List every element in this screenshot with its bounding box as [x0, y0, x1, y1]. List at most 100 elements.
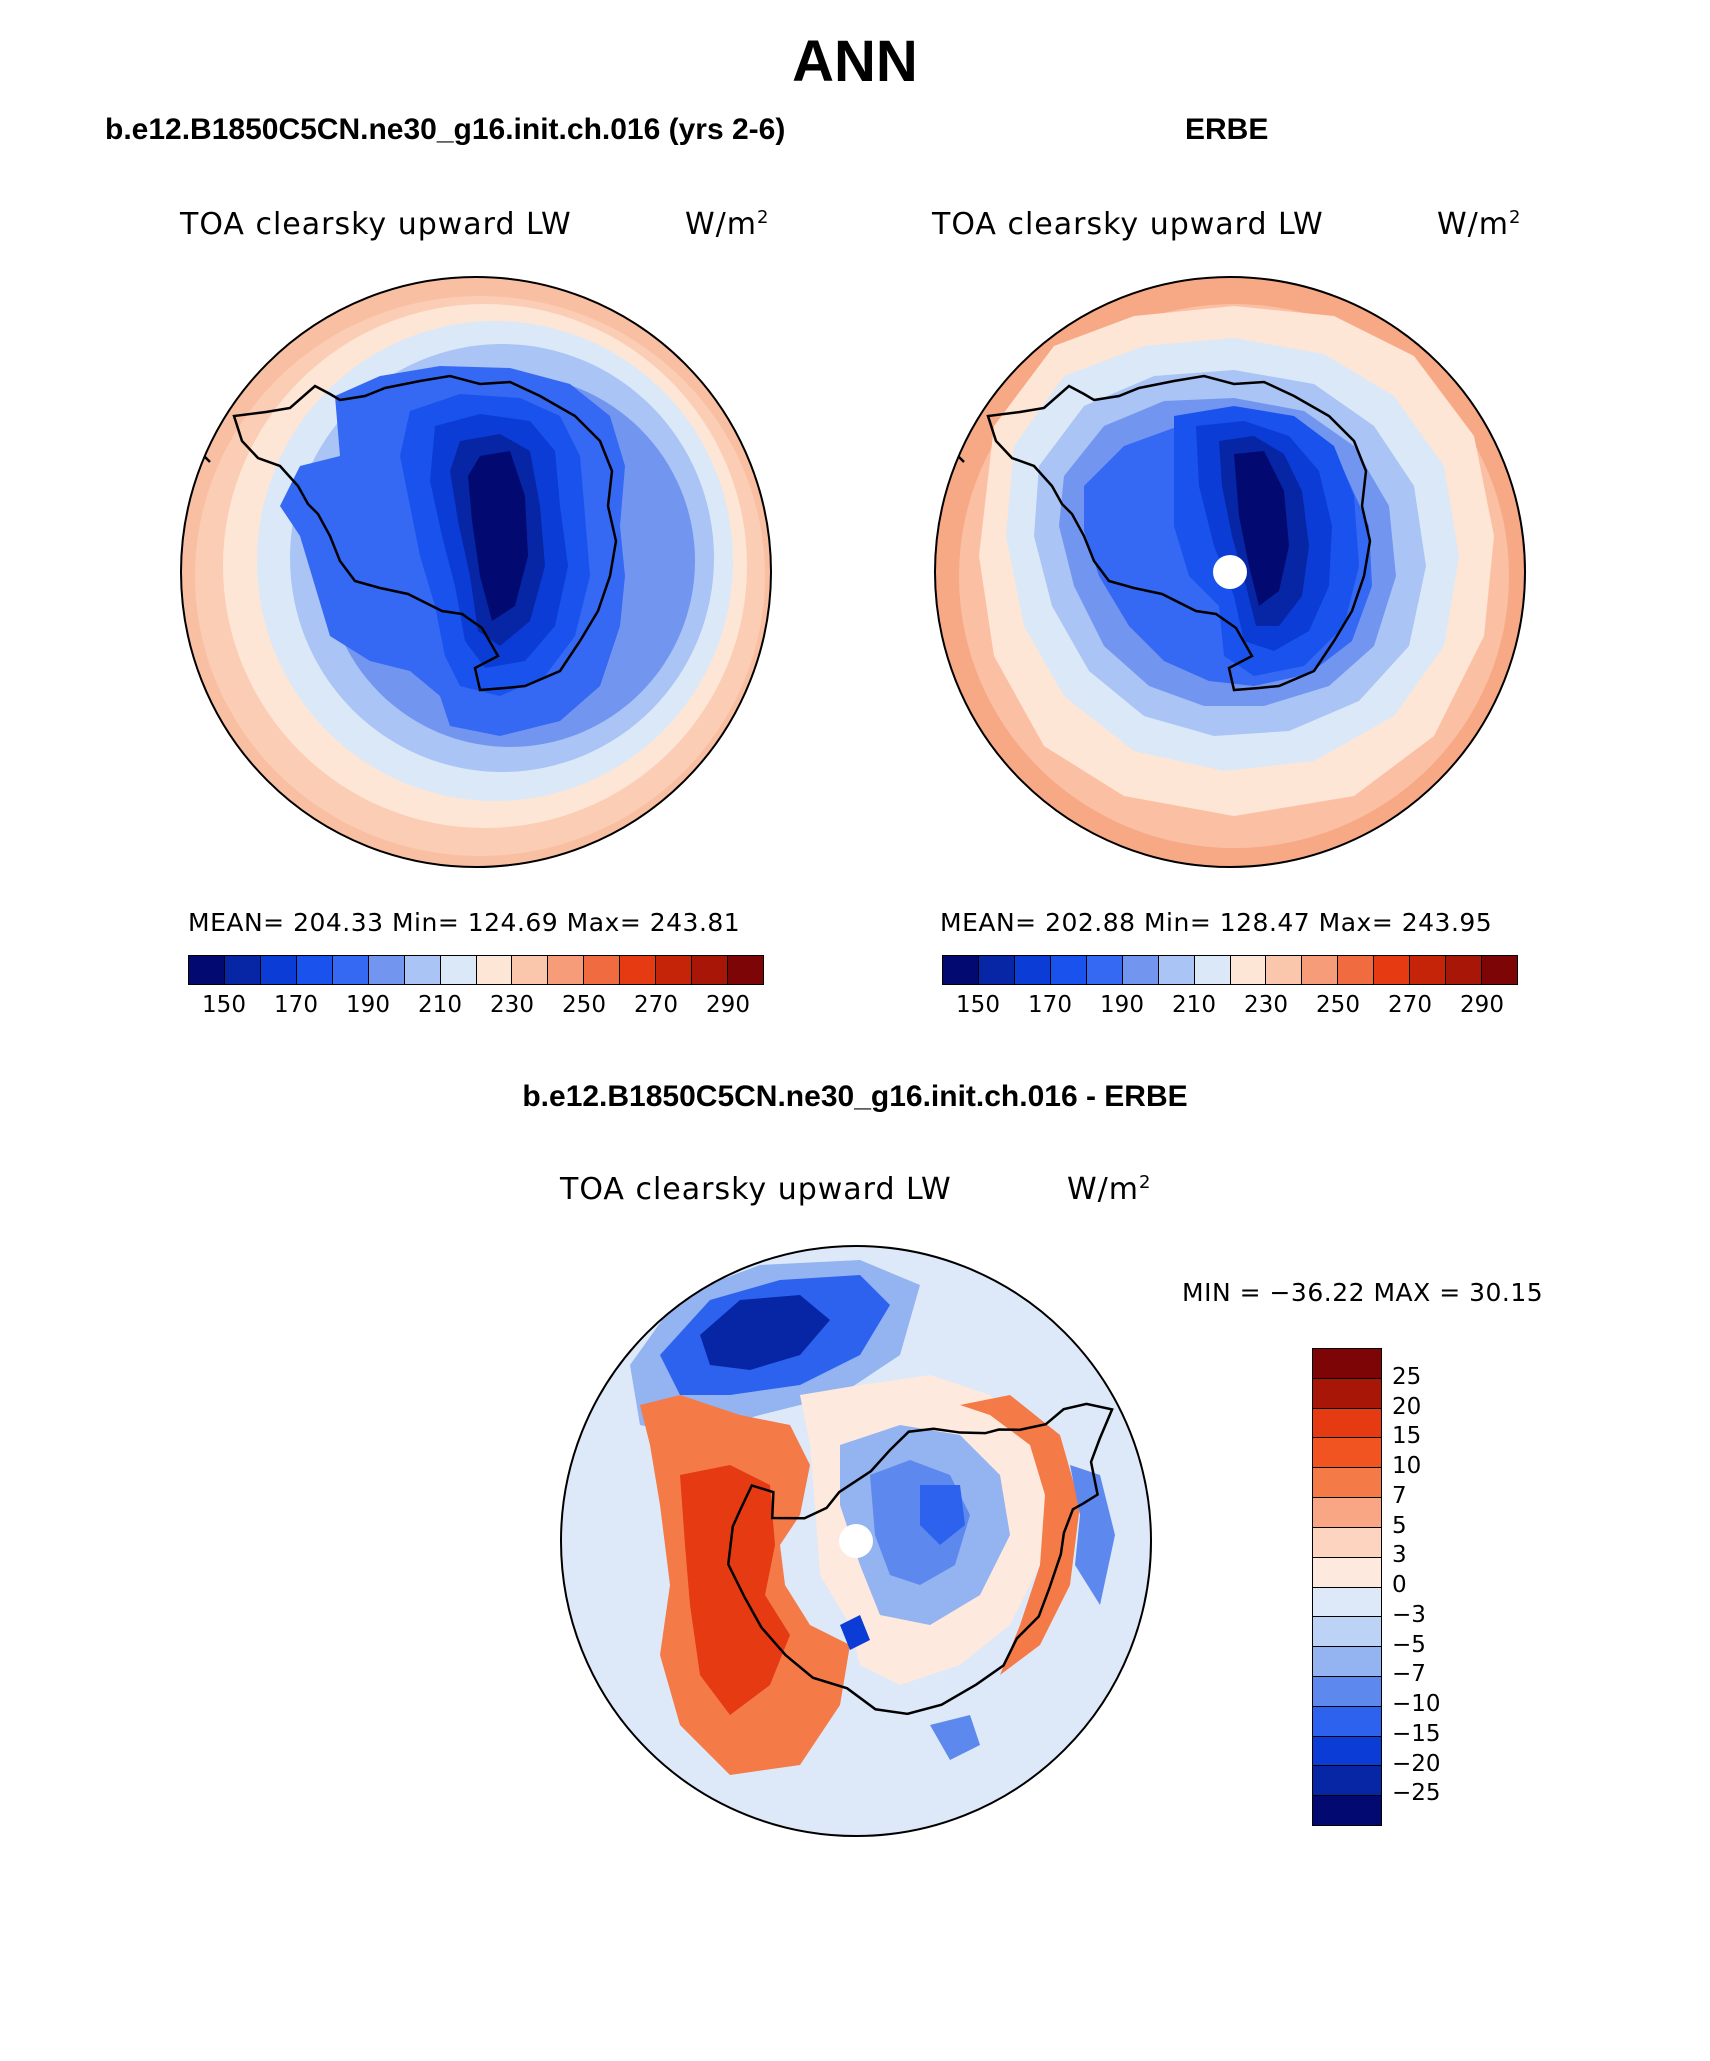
model-colorbar-swatch	[224, 956, 261, 984]
model-colorbar-swatch	[260, 956, 297, 984]
model-colorbar-tick-label: 290	[706, 992, 750, 1018]
model-variable-label: TOA clearsky upward LW	[180, 207, 572, 242]
obs-polar-map	[934, 276, 1526, 868]
model-colorbar-swatch	[512, 956, 549, 984]
obs-colorbar-swatch	[978, 956, 1015, 984]
obs-colorbar-swatch	[1446, 956, 1483, 984]
obs-colorbar-swatch	[1086, 956, 1123, 984]
model-colorbar-swatch	[656, 956, 693, 984]
model-colorbar-swatch	[728, 956, 763, 984]
obs-colorbar-swatch	[1194, 956, 1231, 984]
obs-stats: MEAN= 202.88 Min= 128.47 Max= 243.95	[940, 908, 1493, 937]
diff-colorbar-swatch	[1313, 1498, 1381, 1528]
obs-variable-label: TOA clearsky upward LW	[932, 207, 1324, 242]
obs-colorbar-tick-label: 190	[1100, 992, 1144, 1018]
obs-colorbar-tick-label: 250	[1316, 992, 1360, 1018]
model-polar-map	[180, 276, 772, 868]
model-colorbar-tick-label: 170	[274, 992, 318, 1018]
obs-colorbar-tick-label: 170	[1028, 992, 1072, 1018]
diff-colorbar-tick-label: 7	[1392, 1482, 1407, 1509]
diff-colorbar-swatch	[1313, 1617, 1381, 1648]
model-colorbar-tick-label: 250	[562, 992, 606, 1018]
obs-colorbar-swatch	[1374, 956, 1411, 984]
obs-colorbar-tick-label: 270	[1388, 992, 1432, 1018]
diff-colorbar-tick-label: −5	[1392, 1631, 1426, 1658]
obs-colorbar-swatch	[1410, 956, 1447, 984]
model-units-label: W/m2	[685, 207, 770, 242]
diff-polar-map	[560, 1245, 1152, 1837]
obs-colorbar-swatch	[1482, 956, 1517, 984]
model-colorbar-swatch	[692, 956, 729, 984]
model-stats: MEAN= 204.33 Min= 124.69 Max= 243.81	[188, 908, 741, 937]
diff-colorbar	[1312, 1348, 1382, 1826]
obs-colorbar-tick-label: 150	[956, 992, 1000, 1018]
diff-colorbar-tick-label: 20	[1392, 1393, 1422, 1420]
model-colorbar-swatch	[332, 956, 369, 984]
diff-colorbar-swatch	[1313, 1378, 1381, 1409]
diff-colorbar-swatch	[1313, 1468, 1381, 1499]
diff-colorbar-tick-label: 3	[1392, 1542, 1407, 1569]
model-colorbar-swatch	[584, 956, 621, 984]
obs-colorbar-swatch	[1122, 956, 1159, 984]
diff-colorbar-tick-label: 5	[1392, 1512, 1407, 1539]
obs-colorbar-swatch	[1014, 956, 1051, 984]
diff-colorbar-swatch	[1313, 1587, 1381, 1618]
page-title: ANN	[792, 29, 918, 94]
diff-colorbar-swatch	[1313, 1647, 1381, 1677]
diff-colorbar-ticks: 25 20 15 10 7 5 3 0 −3 −5 −7 −10 −15 −20 −25	[1392, 1348, 1512, 1824]
model-colorbar-swatch	[404, 956, 441, 984]
obs-colorbar-ticks: 150 170 190 210 230 250 270 290	[942, 992, 1518, 1022]
diff-colorbar-tick-label: −15	[1392, 1720, 1441, 1747]
model-colorbar	[188, 955, 764, 985]
obs-colorbar-swatch	[1230, 956, 1267, 984]
obs-case-title: ERBE	[1185, 113, 1269, 146]
diff-colorbar-swatch	[1313, 1557, 1381, 1588]
obs-colorbar-swatch	[943, 956, 979, 984]
model-colorbar-tick-label: 190	[346, 992, 390, 1018]
diff-colorbar-tick-label: −7	[1392, 1661, 1426, 1688]
model-colorbar-swatch	[189, 956, 225, 984]
model-colorbar-swatch	[620, 956, 657, 984]
diff-stats: MIN = −36.22 MAX = 30.15	[1182, 1278, 1544, 1307]
obs-units-label: W/m2	[1437, 207, 1522, 242]
diff-colorbar-tick-label: 0	[1392, 1572, 1407, 1598]
diff-colorbar-swatch	[1313, 1736, 1381, 1767]
diff-colorbar-tick-label: 15	[1392, 1423, 1422, 1450]
model-colorbar-tick-label: 150	[202, 992, 246, 1018]
model-colorbar-swatch	[548, 956, 585, 984]
model-colorbar-swatch	[440, 956, 477, 984]
obs-colorbar-swatch	[1158, 956, 1195, 984]
obs-colorbar-swatch	[1266, 956, 1303, 984]
diff-colorbar-swatch	[1313, 1349, 1381, 1379]
diff-colorbar-tick-label: 10	[1392, 1453, 1422, 1479]
obs-colorbar	[942, 955, 1518, 985]
diff-case-title: b.e12.B1850C5CN.ne30_g16.init.ch.016 - E…	[522, 1080, 1188, 1113]
obs-colorbar-swatch	[1050, 956, 1087, 984]
diff-colorbar-swatch	[1313, 1527, 1381, 1558]
obs-colorbar-tick-label: 290	[1460, 992, 1504, 1018]
obs-colorbar-tick-label: 230	[1244, 992, 1288, 1018]
model-colorbar-swatch	[476, 956, 513, 984]
diff-colorbar-tick-label: −25	[1392, 1780, 1441, 1807]
model-colorbar-tick-label: 210	[418, 992, 462, 1018]
obs-colorbar-swatch	[1338, 956, 1375, 984]
obs-colorbar-tick-label: 210	[1172, 992, 1216, 1018]
diff-colorbar-tick-label: 25	[1392, 1363, 1422, 1390]
diff-colorbar-tick-label: −20	[1392, 1750, 1441, 1777]
diff-colorbar-swatch	[1313, 1438, 1381, 1469]
model-case-title: b.e12.B1850C5CN.ne30_g16.init.ch.016 (yr…	[105, 113, 786, 146]
diff-units-label: W/m2	[1067, 1172, 1152, 1207]
diff-colorbar-swatch	[1313, 1766, 1381, 1797]
diff-colorbar-swatch	[1313, 1706, 1381, 1737]
model-colorbar-tick-label: 230	[490, 992, 534, 1018]
diff-colorbar-tick-label: −10	[1392, 1691, 1441, 1717]
diff-colorbar-tick-label: −3	[1392, 1601, 1426, 1628]
diff-colorbar-swatch	[1313, 1796, 1381, 1825]
model-colorbar-swatch	[368, 956, 405, 984]
diff-variable-label: TOA clearsky upward LW	[560, 1172, 952, 1207]
diff-colorbar-swatch	[1313, 1676, 1381, 1707]
diff-colorbar-swatch	[1313, 1408, 1381, 1439]
model-colorbar-swatch	[296, 956, 333, 984]
model-colorbar-tick-label: 270	[634, 992, 678, 1018]
obs-colorbar-swatch	[1302, 956, 1339, 984]
